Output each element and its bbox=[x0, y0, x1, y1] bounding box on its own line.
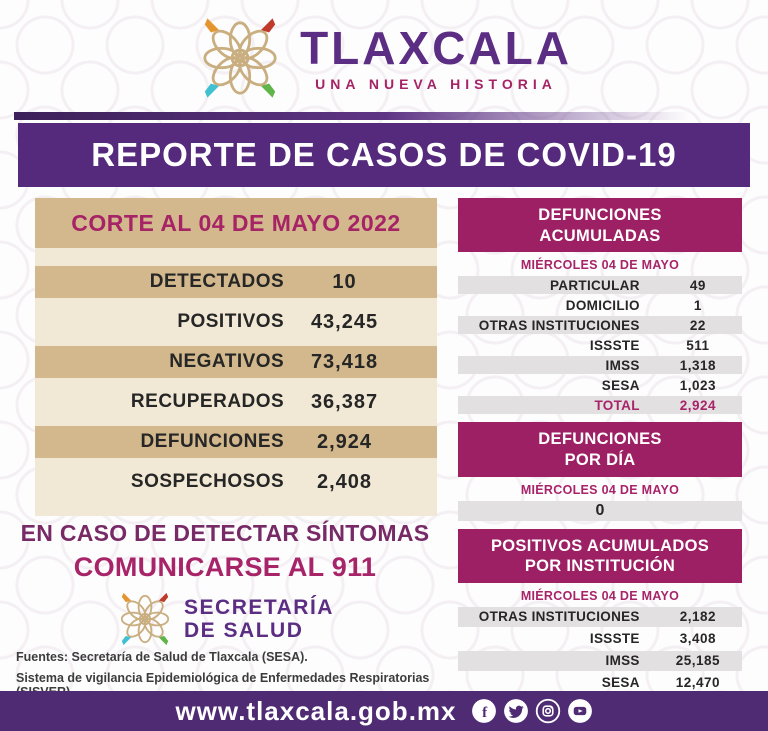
stat-value: 73,418 bbox=[310, 350, 379, 373]
row-value: 3,408 bbox=[679, 631, 717, 647]
brand-header: TLAXCALA UNA NUEVA HISTORIA bbox=[0, 14, 768, 102]
stat-label: SOSPECHOSOS bbox=[130, 471, 285, 492]
right-column: DEFUNCIONES ACUMULADAS MIÉRCOLES 04 DE M… bbox=[458, 198, 742, 717]
section-deaths-daily: DEFUNCIONES POR DÍA MIÉRCOLES 04 DE MAYO… bbox=[458, 422, 742, 521]
data-row-imss: IMSS 25,185 bbox=[458, 650, 742, 671]
stat-value: 2,408 bbox=[317, 470, 373, 493]
stat-label: RECUPERADOS bbox=[130, 391, 285, 412]
data-row-sesa: SESA 1,023 bbox=[458, 376, 742, 394]
data-row-domicilio: DOMICILIO 1 bbox=[458, 296, 742, 314]
social-links: f bbox=[471, 698, 593, 724]
source-line-1: Fuentes: Secretaría de Salud de Tlaxcala… bbox=[16, 650, 308, 664]
cutoff-date-header: CORTE AL 04 DE MAYO 2022 bbox=[35, 198, 437, 248]
section-title-line-2: POR DÍA bbox=[564, 450, 636, 469]
brand-text: TLAXCALA UNA NUEVA HISTORIA bbox=[300, 25, 572, 92]
row-value: 511 bbox=[686, 337, 710, 353]
tlaxcala-flower-logo-icon bbox=[203, 18, 277, 98]
facebook-icon[interactable]: f bbox=[471, 698, 497, 724]
brand-name: TLAXCALA bbox=[300, 21, 572, 74]
advice-line-2: COMUNICARSE AL 911 bbox=[73, 552, 377, 582]
section-title-line-2: POR INSTITUCIÓN bbox=[524, 557, 676, 576]
section-title-line-2: ACUMULADAS bbox=[539, 226, 661, 245]
ministry-name-line-1: SECRETARÍA bbox=[184, 595, 334, 619]
row-label: DOMICILIO bbox=[565, 297, 640, 313]
row-value: 22 bbox=[689, 317, 706, 333]
data-row-sesa: SESA 12,470 bbox=[458, 673, 742, 693]
section-header: DEFUNCIONES POR DÍA bbox=[458, 422, 742, 477]
stat-label: POSITIVOS bbox=[177, 311, 285, 332]
twitter-icon[interactable] bbox=[503, 698, 529, 724]
ministry-name-line-2: DE SALUD bbox=[184, 619, 304, 642]
row-label: SESA bbox=[601, 377, 640, 393]
stat-row-negativos: NEGATIVOS 73,418 bbox=[35, 346, 437, 378]
stat-row-sospechosos: SOSPECHOSOS 2,408 bbox=[35, 466, 437, 498]
section-header: POSITIVOS ACUMULADOS POR INSTITUCIÓN bbox=[458, 528, 742, 583]
row-value: 2,924 bbox=[679, 397, 717, 413]
left-column: CORTE AL 04 DE MAYO 2022 DETECTADOS 10 P… bbox=[35, 198, 437, 516]
daily-deaths-value: 0 bbox=[458, 500, 742, 521]
section-title-line-1: DEFUNCIONES bbox=[538, 430, 662, 449]
instagram-icon[interactable] bbox=[535, 698, 561, 724]
stat-row-defunciones: DEFUNCIONES 2,924 bbox=[35, 426, 437, 458]
advice-line-1: EN CASO DE DETECTAR SÍNTOMAS bbox=[20, 520, 430, 546]
stat-row-positivos: POSITIVOS 43,245 bbox=[35, 306, 437, 338]
data-row-issste: ISSSTE 3,408 bbox=[458, 629, 742, 649]
section-positives-by-institution: POSITIVOS ACUMULADOS POR INSTITUCIÓN MIÉ… bbox=[458, 528, 742, 715]
data-row-otras-instituciones: OTRAS INSTITUCIONES 22 bbox=[458, 316, 742, 335]
section-title-line-1: POSITIVOS ACUMULADOS bbox=[490, 536, 710, 555]
section-header: DEFUNCIONES ACUMULADAS bbox=[458, 198, 742, 253]
health-ministry-logo: SECRETARÍA DE SALUD bbox=[0, 590, 450, 648]
youtube-icon[interactable] bbox=[567, 698, 593, 724]
brand-tagline: UNA NUEVA HISTORIA bbox=[315, 75, 557, 92]
row-label: ISSSTE bbox=[589, 631, 640, 647]
svg-text:f: f bbox=[482, 704, 488, 721]
row-label: OTRAS INSTITUCIONES bbox=[478, 317, 640, 333]
section-date: MIÉRCOLES 04 DE MAYO bbox=[520, 482, 680, 497]
row-label: PARTICULAR bbox=[550, 277, 640, 293]
divider-strip bbox=[14, 112, 690, 120]
data-row-otras-instituciones: OTRAS INSTITUCIONES 2,182 bbox=[458, 606, 742, 627]
stat-label: DEFUNCIONES bbox=[140, 431, 285, 452]
stat-value: 2,924 bbox=[317, 430, 373, 453]
report-title-banner: REPORTE DE CASOS DE COVID-19 bbox=[18, 123, 750, 187]
row-label: SESA bbox=[601, 675, 640, 691]
stat-value: 43,245 bbox=[310, 310, 379, 333]
stat-label: NEGATIVOS bbox=[169, 351, 285, 372]
footer-bar: www.tlaxcala.gob.mx f bbox=[0, 691, 768, 731]
row-value: 49 bbox=[689, 277, 706, 293]
ministry-flower-icon bbox=[120, 592, 170, 646]
data-row-particular: PARTICULAR 49 bbox=[458, 276, 742, 295]
row-value: 1,318 bbox=[679, 357, 717, 373]
section-date: MIÉRCOLES 04 DE MAYO bbox=[520, 588, 680, 603]
stat-label: DETECTADOS bbox=[149, 271, 285, 292]
row-label: ISSSTE bbox=[589, 337, 640, 353]
stat-row-recuperados: RECUPERADOS 36,387 bbox=[35, 386, 437, 418]
site-url[interactable]: www.tlaxcala.gob.mx bbox=[175, 695, 457, 726]
stat-value: 36,387 bbox=[310, 390, 379, 413]
data-row-imss: IMSS 1,318 bbox=[458, 356, 742, 375]
row-value: 1 bbox=[693, 297, 702, 313]
ministry-name: SECRETARÍA DE SALUD bbox=[184, 596, 334, 642]
row-label: OTRAS INSTITUCIONES bbox=[478, 609, 640, 625]
section-title-line-1: DEFUNCIONES bbox=[538, 206, 662, 224]
section-deaths-accumulated: DEFUNCIONES ACUMULADAS MIÉRCOLES 04 DE M… bbox=[458, 198, 742, 415]
stats-table: DETECTADOS 10 POSITIVOS 43,245 NEGATIVOS… bbox=[35, 248, 437, 516]
row-value: 1,023 bbox=[679, 377, 717, 393]
advice-block: EN CASO DE DETECTAR SÍNTOMAS COMUNICARSE… bbox=[5, 520, 445, 583]
row-value: 2,182 bbox=[679, 609, 717, 625]
row-label: TOTAL bbox=[594, 397, 640, 413]
section-date: MIÉRCOLES 04 DE MAYO bbox=[520, 258, 680, 273]
stat-value: 10 bbox=[332, 270, 357, 293]
page-title: REPORTE DE CASOS DE COVID-19 bbox=[91, 136, 677, 173]
row-value: 25,185 bbox=[675, 653, 721, 669]
row-label: IMSS bbox=[605, 357, 640, 373]
data-row-issste: ISSSTE 511 bbox=[458, 336, 742, 354]
stat-row-detectados: DETECTADOS 10 bbox=[35, 266, 437, 298]
row-value: 12,470 bbox=[675, 675, 721, 691]
row-label: IMSS bbox=[605, 653, 640, 669]
total-row: TOTAL 2,924 bbox=[458, 396, 742, 415]
